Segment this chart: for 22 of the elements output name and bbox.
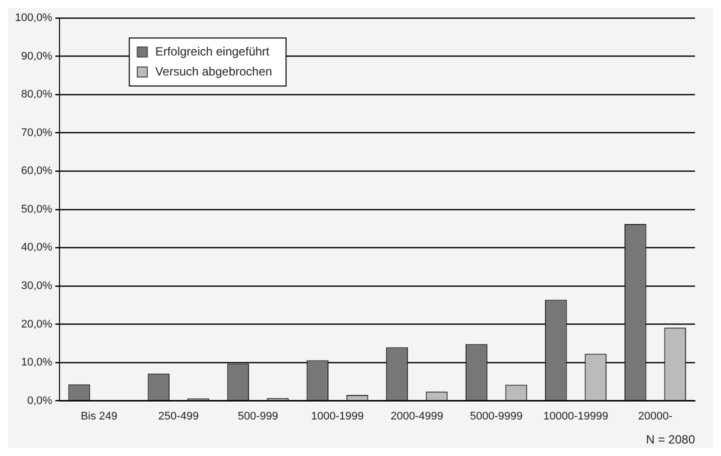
y-tick-label: 30,0%: [21, 280, 53, 292]
x-tick-label: 20000-: [638, 410, 673, 422]
x-tick-label: 500-999: [238, 410, 278, 422]
x-tick-label: 250-499: [158, 410, 199, 422]
y-tick-label: 90,0%: [21, 50, 53, 62]
x-tick-label: 5000-9999: [470, 410, 523, 422]
y-tick-label: 80,0%: [21, 88, 53, 101]
x-tick-label: 1000-1999: [311, 410, 364, 422]
y-tick-label: 10,0%: [21, 356, 53, 369]
y-tick-label: 0,0%: [27, 394, 53, 407]
y-tick-label: 100,0%: [14, 12, 53, 24]
x-tick-label: Bis 249: [80, 410, 118, 422]
x-tick-label: 2000-4999: [390, 410, 444, 422]
legend-label: Erfolgreich eingeführt: [155, 44, 270, 58]
y-tick-label: 50,0%: [21, 203, 53, 216]
legend-label: Versuch abgebrochen: [155, 64, 272, 78]
y-tick-label: 60,0%: [21, 165, 53, 178]
y-tick-label: 20,0%: [21, 318, 53, 330]
y-tick-label: 70,0%: [21, 126, 53, 139]
y-tick-label: 40,0%: [21, 242, 53, 254]
text: N = 2080: [646, 432, 696, 446]
x-tick-label: 10000-19999: [543, 410, 608, 422]
